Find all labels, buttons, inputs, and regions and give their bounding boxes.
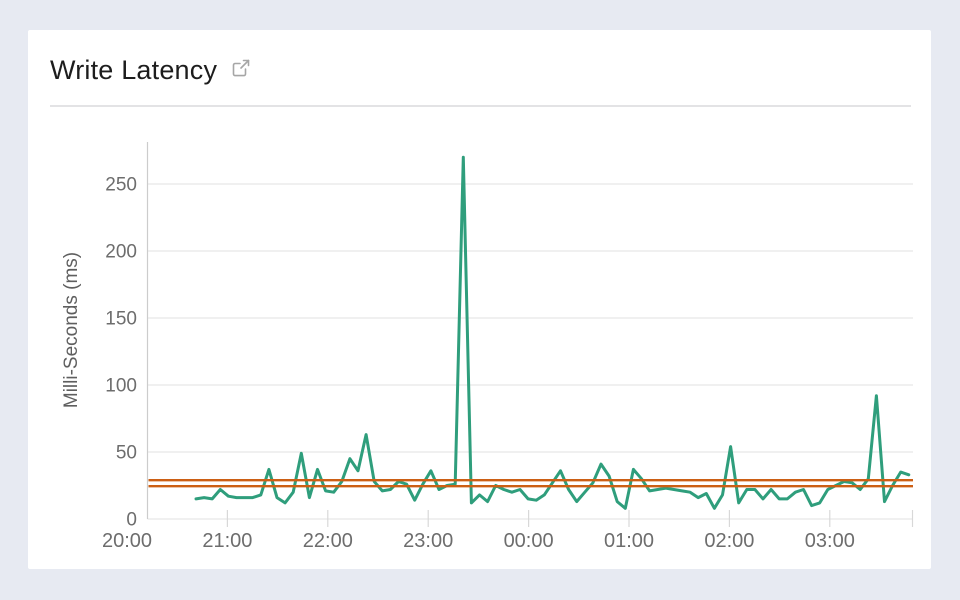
y-tick-label: 0 <box>126 510 137 531</box>
x-tick-label: 23:00 <box>403 530 453 552</box>
x-tick-label: 00:00 <box>504 530 554 552</box>
x-tick-label: 03:00 <box>805 530 855 552</box>
y-tick-label: 50 <box>116 443 137 464</box>
x-tick-label: 01:00 <box>604 530 654 552</box>
write-latency-chart[interactable]: 0 50 100 150 200 250 20:00 21:00 22:00 23:00 00:00… <box>28 30 931 569</box>
y-tick-label: 100 <box>105 376 137 397</box>
y-tick-label: 200 <box>105 242 137 263</box>
x-tick-label: 02:00 <box>704 530 754 552</box>
panel-title: Write Latency <box>50 55 218 86</box>
x-tick-label: 21:00 <box>202 530 252 552</box>
write-latency-panel: Write Latency 0 50 100 150 200 250 20:00 21:00 2… <box>28 30 931 569</box>
panel-header: Write Latency <box>50 54 251 88</box>
x-tick-label: 20:00 <box>102 530 152 552</box>
y-tick-label: 250 <box>105 175 137 196</box>
series-line-write-latency[interactable] <box>194 155 911 510</box>
y-tick-label: 150 <box>105 309 137 330</box>
x-tick-label: 22:00 <box>303 530 353 552</box>
chart-canvas: 0 50 100 150 200 250 20:00 21:00 22:00 23:00 00:00… <box>61 142 914 552</box>
external-link-icon[interactable] <box>231 58 251 78</box>
y-axis-title: Milli-Seconds (ms) <box>61 252 82 408</box>
header-divider <box>50 105 911 107</box>
